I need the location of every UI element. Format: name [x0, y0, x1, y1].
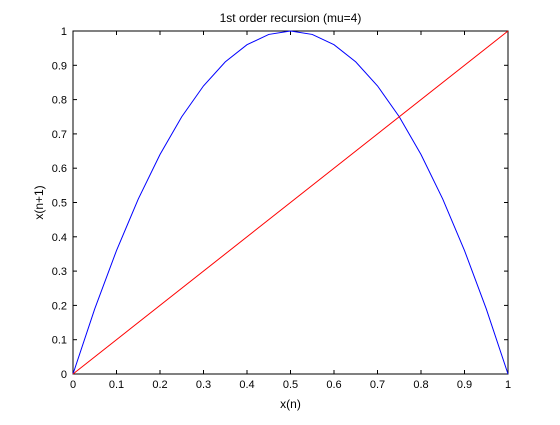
x-tick-label: 0.7 — [370, 379, 385, 391]
chart-title: 1st order recursion (mu=4) — [220, 11, 362, 25]
x-tick-label: 1 — [505, 379, 511, 391]
y-tick-label: 0.7 — [52, 129, 67, 141]
ticks-layer: 0 0.1 0.2 0.3 0.4 0.5 0.6 0.7 0.8 0.9 1 0 0.1 0.2 0.3 0… — [52, 26, 511, 391]
series-layer — [72, 30, 509, 375]
x-tick-label: 0 — [70, 379, 76, 391]
y-tick-label: 0.1 — [52, 335, 67, 347]
x-axis-label: x(n) — [280, 397, 301, 411]
x-tick-label: 0.5 — [283, 379, 298, 391]
series-line-1 — [72, 30, 509, 375]
series-line-2 — [72, 30, 509, 375]
y-tick-label: 0.5 — [52, 198, 67, 210]
y-tick-label: 0.4 — [52, 232, 67, 244]
y-tick-label: 0.2 — [52, 300, 67, 312]
y-tick-label: 0.9 — [52, 60, 67, 72]
x-tick-label: 0.3 — [196, 379, 211, 391]
x-tick-label: 0.9 — [457, 379, 472, 391]
y-tick-label: 1 — [61, 26, 67, 38]
y-tick-label: 0 — [61, 369, 67, 381]
x-tick-label: 0.1 — [109, 379, 124, 391]
x-tick-label: 0.8 — [413, 379, 428, 391]
y-tick-label: 0.3 — [52, 266, 67, 278]
y-tick-label: 0.8 — [52, 95, 67, 107]
y-tick-label: 0.6 — [52, 163, 67, 175]
x-tick-label: 0.4 — [239, 379, 254, 391]
y-axis-label: x(n+1) — [32, 185, 46, 219]
x-tick-label: 0.6 — [326, 379, 341, 391]
x-tick-label: 0.2 — [152, 379, 167, 391]
